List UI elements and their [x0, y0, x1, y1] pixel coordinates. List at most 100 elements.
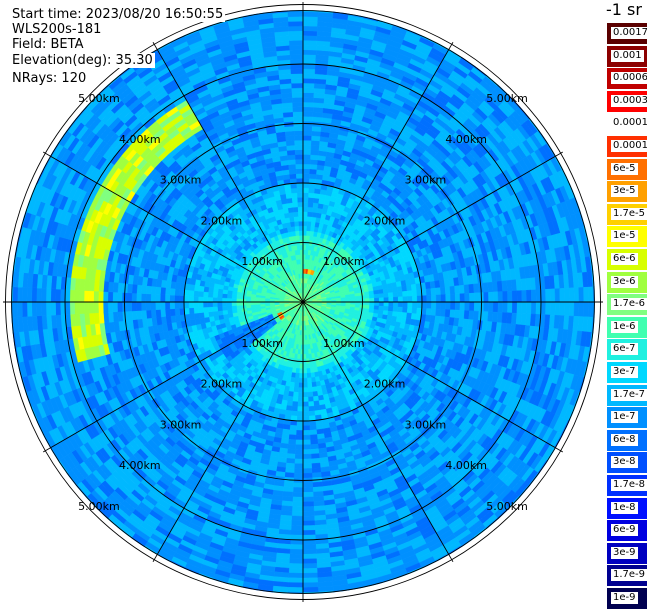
radar-cell — [550, 120, 563, 136]
radar-cell — [392, 287, 397, 292]
radar-cell — [555, 136, 567, 152]
radar-cell — [303, 21, 318, 26]
radar-cell — [517, 302, 522, 314]
radar-cell — [488, 312, 494, 322]
radar-cell — [303, 235, 307, 240]
radar-cell — [408, 302, 413, 308]
radar-cell — [446, 302, 451, 310]
radar-cell — [271, 600, 287, 606]
radar-cell — [493, 292, 498, 302]
radar-cell — [427, 19, 444, 30]
radar-cell — [303, 506, 314, 511]
radar-cell — [411, 576, 427, 586]
radar-cell — [389, 297, 394, 302]
radar-cell — [504, 76, 519, 90]
radar-cell — [469, 284, 474, 293]
radar-cell — [297, 407, 303, 412]
radar-cell — [303, 563, 317, 568]
radar-cell — [370, 302, 375, 306]
radar-cell — [308, 397, 313, 402]
radar-cell — [465, 293, 470, 302]
radar-cell — [412, 13, 429, 24]
radar-cell — [492, 525, 507, 539]
radar-cell — [255, 598, 271, 605]
radar-cell — [303, 559, 317, 564]
radar-cell — [287, 602, 303, 607]
radar-cell — [441, 566, 457, 578]
radar-cell — [529, 95, 543, 110]
radar-cell — [135, 558, 151, 570]
radar-cell — [298, 402, 304, 407]
radar-cell — [303, 183, 309, 188]
radar-cell — [374, 306, 379, 310]
radar-cell — [570, 164, 581, 180]
radar-cell — [312, 468, 321, 473]
radar-cell — [498, 292, 503, 303]
radar-cell — [579, 287, 584, 302]
radar-cell — [240, 595, 256, 603]
radar-cell — [365, 592, 382, 600]
radar-cell — [96, 528, 111, 542]
radar-cell — [292, 502, 303, 507]
radar-cell — [351, 0, 368, 4]
radar-cell — [303, 402, 309, 407]
radar-cell — [303, 416, 309, 421]
radar-cell — [466, 545, 482, 558]
radar-cell — [303, 131, 312, 136]
radar-cell — [422, 296, 427, 303]
radar-cell — [436, 288, 441, 295]
radar-cell — [311, 377, 316, 382]
radar-cell — [303, 430, 310, 435]
radar-cell — [398, 307, 403, 312]
radar-cell — [402, 286, 407, 292]
radar-cell — [303, 397, 308, 402]
radar-cell — [427, 295, 432, 302]
radar-cell — [581, 176, 592, 193]
radar-cell — [439, 562, 455, 574]
radar-cell — [306, 354, 309, 359]
radar-cell — [303, 535, 316, 540]
radar-cell — [431, 288, 436, 295]
radar-cell — [303, 492, 313, 497]
radar-cell — [286, 463, 295, 468]
radar-cell — [303, 473, 312, 478]
radar-cell — [529, 494, 543, 509]
radar-cell — [303, 59, 316, 64]
radar-cell — [308, 207, 313, 212]
radar-cell — [522, 302, 527, 314]
radar-cell — [291, 411, 297, 416]
radar-cell — [239, 600, 256, 607]
radar-cell — [289, 563, 303, 568]
radar-cell — [303, 516, 315, 521]
radar-cell — [398, 302, 403, 307]
radar-cell — [431, 295, 436, 302]
radar-cell — [294, 468, 303, 473]
radar-cell — [593, 223, 601, 240]
radar-cell — [303, 83, 315, 88]
radar-cell — [287, 449, 295, 454]
radar-cell — [285, 472, 294, 478]
radar-cell — [310, 159, 318, 164]
radar-cell — [303, 525, 315, 530]
radar-cell — [303, 140, 312, 145]
radar-cell — [303, 487, 313, 492]
radar-cell — [303, 440, 311, 445]
radar-cell — [303, 45, 317, 50]
radar-cell — [294, 387, 299, 392]
radar-cell — [402, 307, 407, 313]
radar-cell — [289, 559, 303, 564]
radar-cell — [303, 74, 315, 79]
radar-cell — [466, 47, 482, 60]
radar-cell — [295, 445, 303, 450]
radar-cell — [290, 540, 303, 545]
radar-cell — [479, 56, 494, 69]
radar-cell — [319, 600, 335, 606]
radar-cell — [388, 288, 393, 293]
radar-cell — [350, 1, 366, 9]
radar-cell — [303, 231, 307, 236]
radar-cell — [307, 373, 311, 378]
radar-cell — [541, 289, 546, 302]
radar-cell — [288, 444, 296, 449]
radar-cell — [564, 288, 569, 302]
radar-cell — [303, 116, 313, 121]
